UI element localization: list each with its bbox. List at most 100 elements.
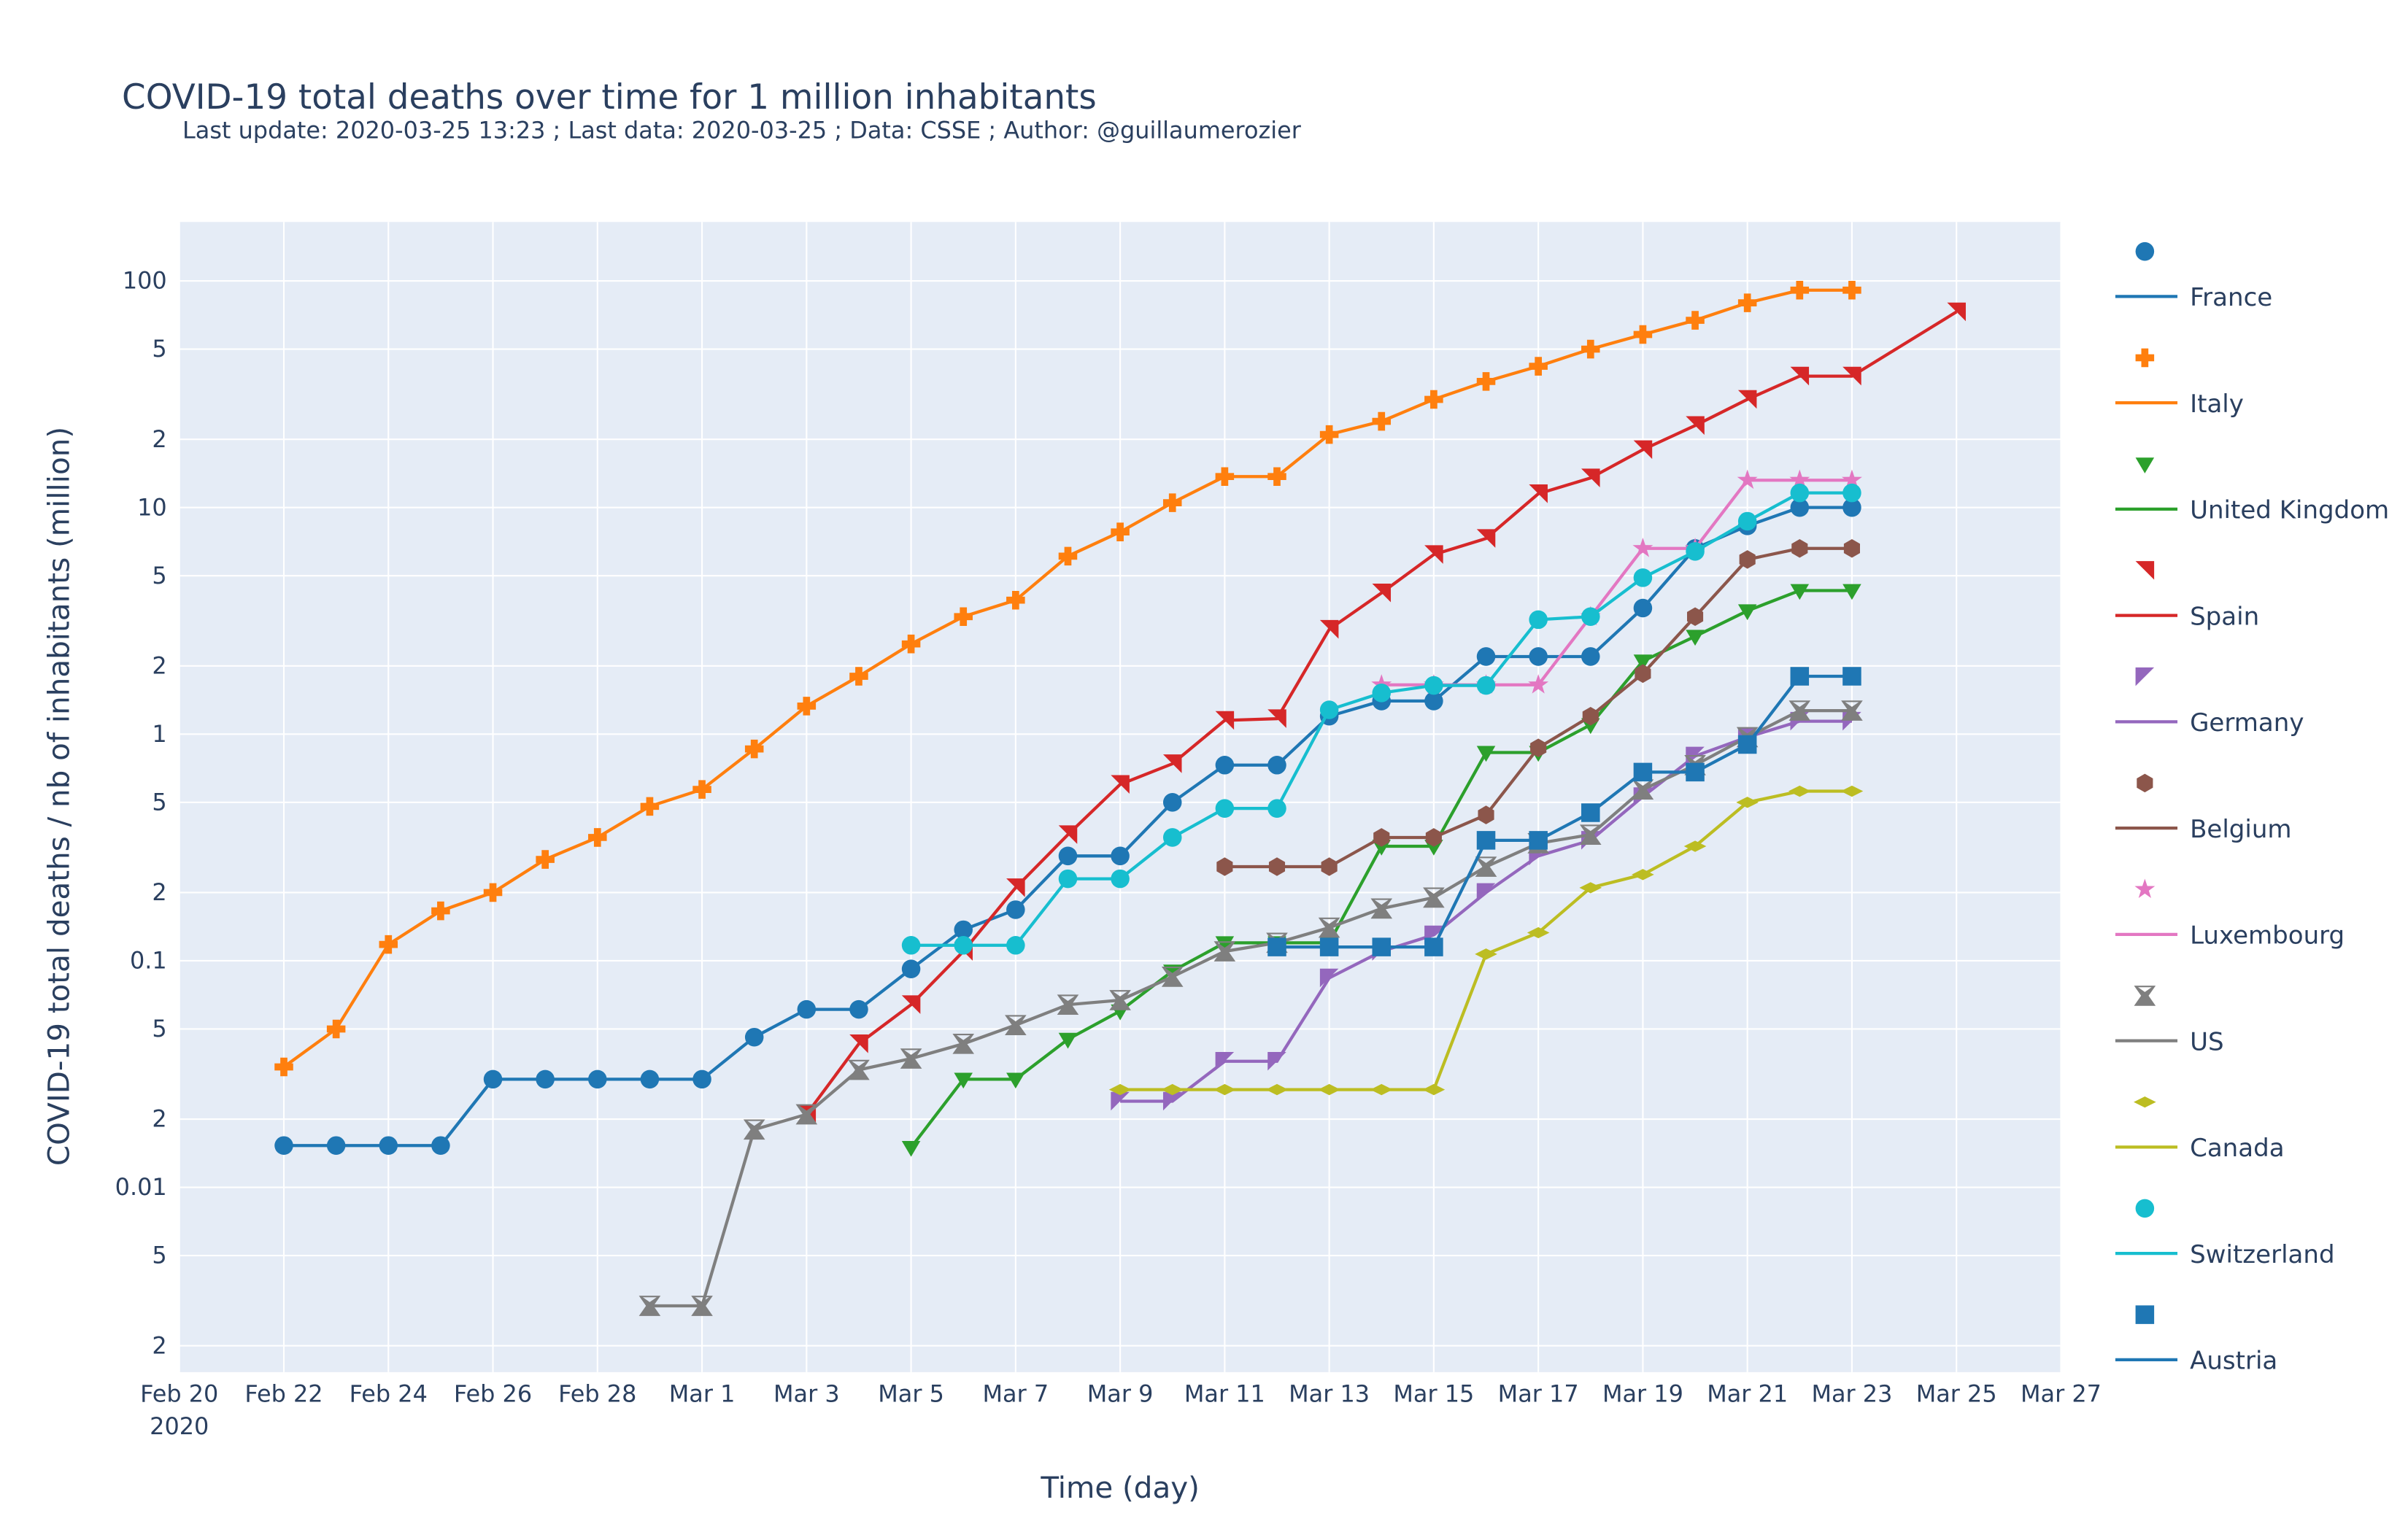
data-point xyxy=(1790,584,1810,600)
data-point xyxy=(1318,1083,1340,1096)
legend-label[interactable]: Belgium xyxy=(2190,815,2292,844)
data-point xyxy=(1162,1091,1182,1111)
y-tick-label: 0.01 xyxy=(115,1173,167,1201)
data-point xyxy=(1213,941,1236,962)
y-tick-label: 5 xyxy=(152,1015,166,1042)
legend-marker xyxy=(2137,773,2153,793)
data-point xyxy=(1475,948,1497,960)
legend-label[interactable]: Switzerland xyxy=(2190,1240,2335,1269)
data-point xyxy=(954,607,973,627)
legend-marker xyxy=(2135,348,2155,368)
data-point xyxy=(640,797,660,816)
legend-label[interactable]: US xyxy=(2190,1027,2224,1056)
data-point xyxy=(536,850,555,869)
data-point xyxy=(1319,700,1339,719)
legend-label[interactable]: Luxembourg xyxy=(2190,921,2345,951)
data-point xyxy=(1842,667,1861,686)
data-point xyxy=(1162,793,1182,812)
legend-label[interactable]: Canada xyxy=(2190,1134,2285,1163)
data-point xyxy=(954,936,973,955)
data-point xyxy=(1162,828,1182,847)
data-point xyxy=(1111,869,1130,889)
data-point xyxy=(1475,856,1497,877)
data-point xyxy=(1476,529,1496,548)
data-point xyxy=(1476,372,1496,391)
legend-label[interactable]: Italy xyxy=(2190,390,2244,419)
data-point xyxy=(1215,936,1235,953)
data-point xyxy=(1213,1083,1236,1096)
data-point xyxy=(1737,604,1757,621)
data-point xyxy=(1581,647,1600,666)
legend-label[interactable]: Spain xyxy=(2190,602,2259,631)
data-point xyxy=(1476,746,1496,762)
data-point xyxy=(1424,390,1443,409)
legend-label[interactable]: France xyxy=(2190,283,2272,312)
data-point xyxy=(954,920,973,940)
y-tick-label: 1 xyxy=(152,720,166,748)
data-point xyxy=(1267,756,1286,775)
legend-label[interactable]: United Kingdom xyxy=(2190,496,2389,525)
data-point xyxy=(274,1057,293,1077)
data-point xyxy=(1162,964,1182,980)
data-point xyxy=(1581,339,1600,359)
data-point xyxy=(849,999,868,1019)
data-point xyxy=(588,828,607,847)
data-point xyxy=(1632,779,1654,800)
data-point xyxy=(901,1140,921,1157)
data-point xyxy=(1321,857,1338,876)
data-point xyxy=(1581,607,1600,627)
data-point xyxy=(849,667,868,686)
x-tick-label: Mar 7 xyxy=(983,1380,1049,1407)
data-point xyxy=(1424,676,1443,695)
x-tick-label: Mar 23 xyxy=(1811,1380,1892,1407)
data-point xyxy=(848,1059,870,1080)
data-point xyxy=(640,1069,660,1089)
data-point xyxy=(744,739,764,759)
data-point xyxy=(1529,831,1548,850)
data-point xyxy=(1111,522,1130,541)
x-tick-label: Mar 27 xyxy=(2021,1380,2102,1407)
x-tick-label: Mar 13 xyxy=(1289,1380,1370,1407)
data-point xyxy=(744,1027,764,1047)
data-point xyxy=(1319,425,1339,444)
data-point xyxy=(1058,1032,1078,1049)
y-tick-label: 2 xyxy=(152,425,166,453)
data-point xyxy=(588,1069,607,1089)
y-tick-label: 100 xyxy=(123,267,167,295)
data-point xyxy=(900,1048,922,1069)
data-point xyxy=(1111,846,1130,866)
x-tick-label: Feb 22 xyxy=(244,1380,323,1407)
data-point xyxy=(1111,775,1130,794)
data-point xyxy=(1529,610,1548,630)
legend-label[interactable]: Germany xyxy=(2190,708,2304,738)
data-point xyxy=(1633,762,1653,782)
data-point xyxy=(1686,630,1705,646)
data-point xyxy=(1267,799,1286,818)
data-point xyxy=(1370,1083,1393,1096)
data-point xyxy=(691,1296,713,1316)
data-point xyxy=(1635,664,1651,684)
data-point xyxy=(743,1119,765,1140)
x-tick-label: Mar 3 xyxy=(773,1380,840,1407)
data-point xyxy=(431,901,450,921)
y-tick-label: 2 xyxy=(152,1331,166,1359)
legend-label[interactable]: Austria xyxy=(2190,1347,2277,1376)
data-point xyxy=(1476,676,1496,695)
data-point xyxy=(1006,590,1025,610)
data-point xyxy=(1789,469,1810,490)
data-point xyxy=(1790,483,1810,503)
data-point xyxy=(1423,887,1445,908)
data-point xyxy=(1686,762,1705,782)
data-point xyxy=(1370,898,1393,919)
chart-title: COVID-19 total deaths over time for 1 mi… xyxy=(122,78,1097,117)
data-point xyxy=(1318,917,1340,938)
x-tick-label: Mar 15 xyxy=(1393,1380,1474,1407)
y-tick-label: 5 xyxy=(152,1242,166,1269)
x-tick-label: Mar 5 xyxy=(878,1380,944,1407)
data-point xyxy=(483,883,503,902)
data-point xyxy=(379,1136,398,1155)
legend-marker xyxy=(2134,878,2156,899)
x-tick-label: Feb 20 2020 xyxy=(140,1380,218,1440)
data-point xyxy=(1267,1052,1286,1071)
